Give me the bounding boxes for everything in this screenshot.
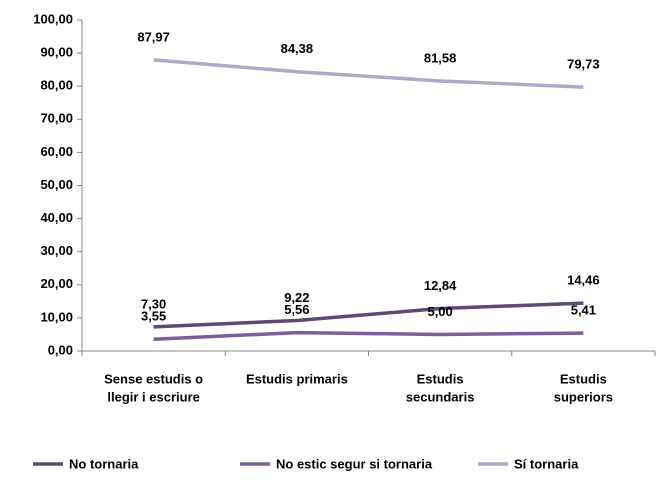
y-tick-label: 90,00 (40, 45, 73, 60)
data-label: 9,22 (284, 290, 309, 305)
y-tick-label: 20,00 (40, 276, 73, 291)
y-tick-label: 0,00 (48, 342, 73, 357)
data-label: 79,73 (567, 57, 600, 72)
data-label: 87,97 (137, 29, 170, 44)
x-tick-label: Estudis (417, 371, 464, 386)
y-tick-label: 40,00 (40, 210, 73, 225)
data-label: 3,55 (141, 309, 166, 324)
line (153, 58, 584, 89)
x-tick-label: Sense estudis o (104, 371, 203, 386)
y-tick-label: 60,00 (40, 144, 73, 159)
legend-label: Sí tornaria (514, 456, 579, 471)
line (153, 330, 584, 341)
data-label: 12,84 (424, 278, 457, 293)
y-tick-label: 70,00 (40, 111, 73, 126)
data-label: 81,58 (424, 50, 457, 65)
line (153, 301, 584, 329)
y-tick-label: 30,00 (40, 243, 73, 258)
y-tick-label: 80,00 (40, 78, 73, 93)
x-tick-label: Estudis primaris (246, 371, 348, 386)
x-tick-label: secundaris (406, 389, 475, 404)
y-tick-label: 50,00 (40, 177, 73, 192)
data-label: 7,30 (141, 296, 166, 311)
data-label: 5,41 (571, 303, 596, 318)
x-tick-label: llegir i escriure (107, 389, 200, 404)
data-label: 5,56 (284, 302, 309, 317)
y-tick-label: 10,00 (40, 309, 73, 324)
legend-label: No tornaria (69, 456, 139, 471)
legend-label: No estic segur si tornaria (276, 456, 433, 471)
x-tick-label: superiors (554, 389, 613, 404)
data-label: 84,38 (281, 41, 314, 56)
y-tick-label: 100,00 (33, 11, 73, 26)
data-label: 14,46 (567, 273, 600, 288)
data-label: 5,00 (427, 304, 452, 319)
x-tick-label: Estudis (560, 371, 607, 386)
